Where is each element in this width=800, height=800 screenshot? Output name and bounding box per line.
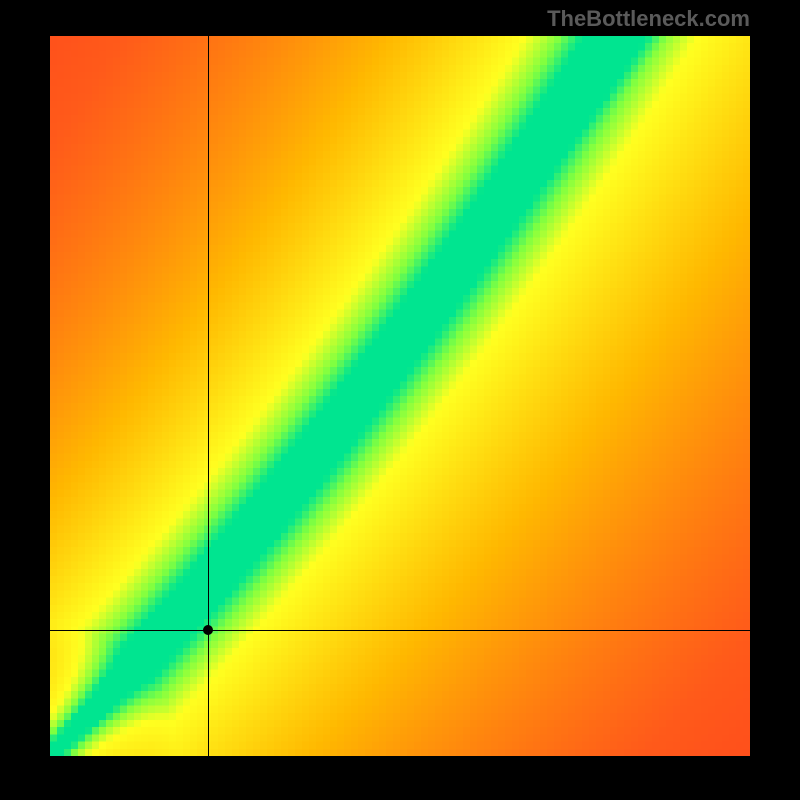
heatmap-plot <box>50 36 750 756</box>
chart-container: TheBottleneck.com <box>0 0 800 800</box>
watermark-text: TheBottleneck.com <box>547 6 750 32</box>
heatmap-canvas <box>50 36 750 756</box>
